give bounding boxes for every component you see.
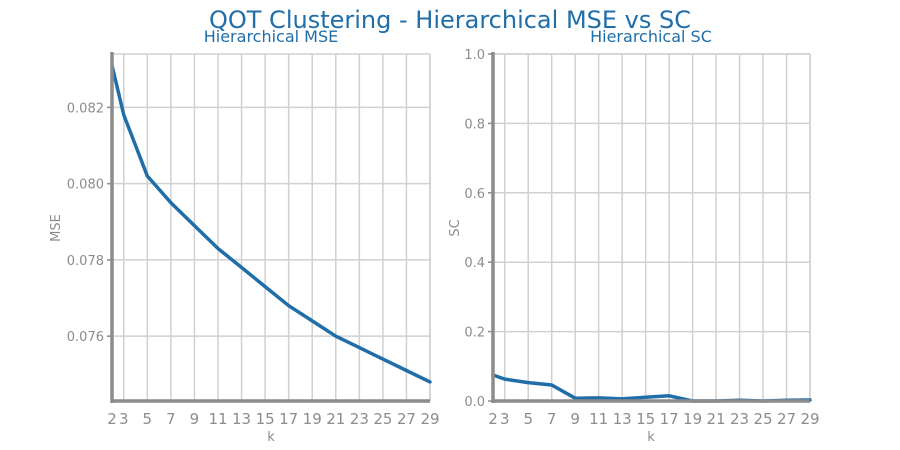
sc-x-tick-label-15: 15 — [636, 410, 655, 428]
sc-x-tick-label-3: 3 — [500, 410, 510, 428]
sc-x-tick-label-5: 5 — [523, 410, 533, 428]
sc-x-axis-label: k — [647, 430, 655, 445]
sc-x-tick-label-29: 29 — [800, 410, 819, 428]
mse-series-line-0 — [110, 63, 432, 384]
mse-x-tick-label-19: 19 — [303, 410, 322, 428]
sc-x-tick-label-11: 11 — [589, 410, 608, 428]
sc-y-tick-label-2: 0.4 — [464, 256, 485, 271]
sc-x-tick-label-2: 2 — [488, 410, 498, 428]
mse-x-tick-label-3: 3 — [119, 410, 129, 428]
mse-x-tick-label-17: 17 — [279, 410, 298, 428]
sc-x-tick-label-19: 19 — [683, 410, 702, 428]
mse-x-tick-label-5: 5 — [143, 410, 153, 428]
figure-title: QOT Clustering - Hierarchical MSE vs SC — [209, 6, 691, 34]
mse-x-tick-label-9: 9 — [190, 410, 200, 428]
sc-x-tick-label-7: 7 — [547, 410, 557, 428]
sc-x-tick-label-13: 13 — [613, 410, 632, 428]
sc-x-tick-label-27: 27 — [777, 410, 796, 428]
mse-y-tick-label-1: 0.078 — [67, 254, 104, 269]
mse-x-tick-label-29: 29 — [420, 410, 439, 428]
sc-y-tick-label-1: 0.2 — [464, 326, 485, 341]
mse-x-tick-label-23: 23 — [350, 410, 369, 428]
sc-x-tick-label-17: 17 — [660, 410, 679, 428]
mse-x-tick-label-21: 21 — [326, 410, 345, 428]
sc-y-tick-label-5: 1.0 — [464, 48, 485, 63]
mse-y-tick-label-0: 0.076 — [67, 330, 104, 345]
mse-x-tick-label-25: 25 — [373, 410, 392, 428]
mse-x-tick-label-13: 13 — [232, 410, 251, 428]
sc-x-tick-label-25: 25 — [753, 410, 772, 428]
mse-x-tick-label-7: 7 — [166, 410, 176, 428]
mse-x-tick-label-27: 27 — [397, 410, 416, 428]
mse-x-tick-label-11: 11 — [208, 410, 227, 428]
sc-x-tick-label-21: 21 — [707, 410, 726, 428]
sc-y-axis-label: SC — [448, 219, 463, 236]
sc-y-tick-label-3: 0.6 — [464, 187, 485, 202]
sc-x-tick-label-9: 9 — [570, 410, 580, 428]
mse-panel: Hierarchical MSE k MSE 2 3 5 7 9 11 13 15 17 19 21… — [49, 27, 440, 445]
mse-panel-title: Hierarchical MSE — [204, 27, 339, 46]
mse-x-axis-label: k — [267, 430, 275, 445]
sc-y-tick-label-0: 0.0 — [464, 395, 485, 410]
sc-x-tick-label-23: 23 — [730, 410, 749, 428]
mse-y-axis-label: MSE — [49, 214, 64, 242]
sc-panel-title: Hierarchical SC — [590, 27, 712, 46]
sc-y-tick-label-4: 0.8 — [464, 117, 485, 132]
mse-y-tick-label-3: 0.082 — [67, 101, 104, 116]
sc-panel: Hierarchical SC k SC 2 3 5 7 9 11 13 15 17 19 21 23… — [448, 27, 820, 445]
mse-y-tick-label-2: 0.080 — [67, 178, 104, 193]
mse-x-tick-label-15: 15 — [256, 410, 275, 428]
mse-x-tick-label-2: 2 — [107, 410, 117, 428]
